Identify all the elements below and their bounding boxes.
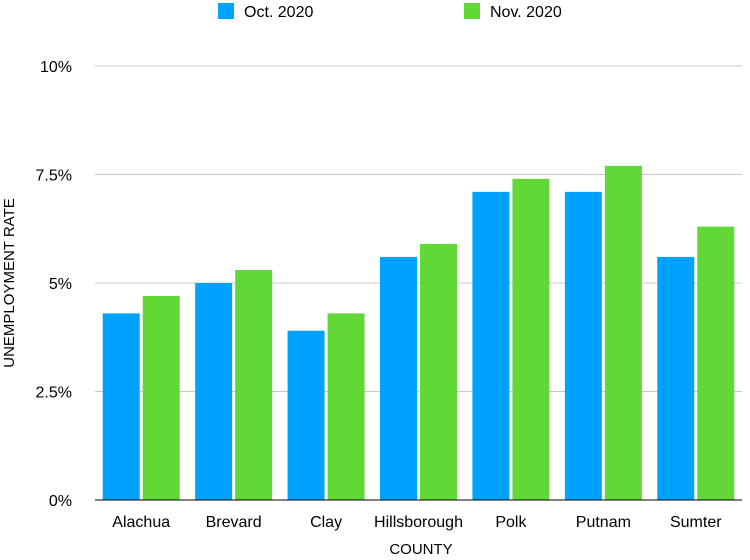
bar-polk-oct-2020 [472, 191, 510, 501]
x-tick-label: Polk [495, 514, 527, 531]
legend-label: Nov. 2020 [490, 4, 562, 21]
x-tick-label: Brevard [206, 514, 262, 531]
bar-clay-nov-2020 [327, 313, 365, 500]
legend: Oct. 2020 Nov. 2020 [218, 3, 562, 21]
bars [102, 165, 735, 501]
bar-brevard-oct-2020 [195, 283, 233, 500]
bar-putnam-oct-2020 [564, 191, 602, 501]
y-tick-label: 7.5% [36, 168, 72, 185]
y-axis-title: UNEMPLOYMENT RATE [1, 198, 18, 367]
y-tick-label: 10% [40, 59, 72, 76]
bar-clay-oct-2020 [287, 330, 325, 500]
bar-hillsborough-oct-2020 [380, 256, 417, 500]
y-tick-label: 5% [49, 276, 72, 293]
bar-polk-nov-2020 [512, 178, 550, 500]
bar-brevard-nov-2020 [235, 269, 273, 500]
x-axis-title: COUNTY [389, 541, 452, 558]
bar-putnam-nov-2020 [604, 165, 642, 500]
legend-swatch [218, 3, 234, 19]
bar-alachua-oct-2020 [102, 313, 140, 500]
x-tick-label: Alachua [112, 514, 170, 531]
legend-swatch [464, 3, 480, 19]
y-tick-label: 0% [49, 493, 72, 510]
x-tick-label: Putnam [576, 514, 631, 531]
bar-alachua-nov-2020 [142, 296, 180, 500]
x-tick-label: Hillsborough [374, 514, 463, 531]
y-axis-ticks: 0% 2.5% 5% 7.5% 10% [36, 59, 72, 510]
legend-label: Oct. 2020 [244, 4, 313, 21]
x-tick-label: Clay [310, 514, 342, 531]
bar-sumter-oct-2020 [657, 256, 695, 500]
y-tick-label: 2.5% [36, 385, 72, 402]
x-tick-label: Sumter [670, 514, 722, 531]
bar-hillsborough-nov-2020 [420, 243, 457, 500]
x-axis-ticks: Alachua Brevard Clay Hillsborough Polk Putnam… [112, 514, 722, 531]
bar-sumter-nov-2020 [697, 226, 735, 500]
gridlines [95, 65, 742, 392]
